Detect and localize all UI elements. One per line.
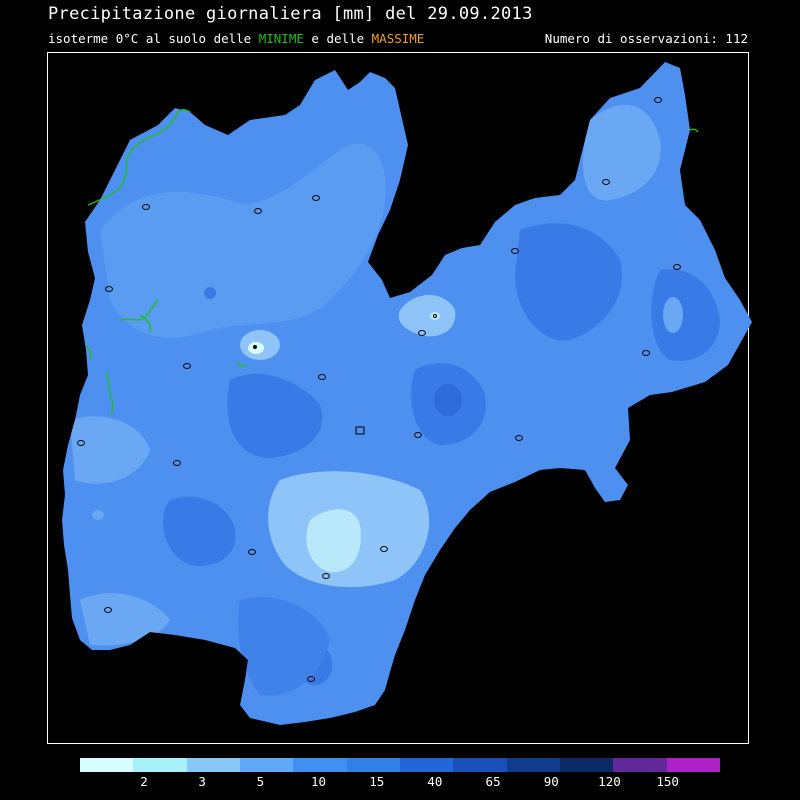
legend-label: 65 xyxy=(485,774,501,789)
legend-swatch xyxy=(559,758,614,772)
station-marker xyxy=(104,607,112,613)
legend-swatch xyxy=(666,758,720,772)
subtitle-mid: e delle xyxy=(311,31,365,46)
color-legend-labels: 2 3 5 10 15 40 65 90 120 150 xyxy=(80,774,720,790)
station-marker xyxy=(642,350,650,356)
station-marker xyxy=(418,330,426,336)
subtitle-prefix: isoterme 0°C al suolo delle xyxy=(48,31,252,46)
map-frame xyxy=(47,52,749,744)
color-legend xyxy=(80,758,720,772)
observation-count-label: Numero di osservazioni: xyxy=(544,31,718,46)
map-title: Precipitazione giornaliera [mm] del 29.0… xyxy=(48,4,533,24)
map-subtitle: isoterme 0°C al suolo delle MINIME e del… xyxy=(48,31,424,46)
legend-label: 150 xyxy=(656,774,679,789)
station-marker xyxy=(142,204,150,210)
station-marker xyxy=(312,195,320,201)
legend-swatch xyxy=(453,758,507,772)
station-marker xyxy=(602,179,610,185)
observation-count: Numero di osservazioni: 112 xyxy=(545,31,748,46)
legend-swatch xyxy=(133,758,187,772)
station-marker xyxy=(77,440,85,446)
station-marker xyxy=(253,345,257,349)
station-marker xyxy=(322,573,330,579)
isotherm-min-lines xyxy=(85,109,699,415)
legend-swatch xyxy=(399,758,454,772)
legend-label: 120 xyxy=(598,774,621,789)
legend-label: 15 xyxy=(369,774,385,789)
legend-label: 90 xyxy=(543,774,559,789)
legend-swatch xyxy=(346,758,400,772)
station-marker xyxy=(307,676,315,682)
legend-swatch xyxy=(613,758,667,772)
legend-swatch xyxy=(186,758,240,772)
city-marker-square xyxy=(355,426,365,435)
station-marker xyxy=(414,432,422,438)
station-markers xyxy=(77,97,681,682)
station-marker xyxy=(105,286,113,292)
legend-swatch xyxy=(239,758,294,772)
legend-label: 40 xyxy=(427,774,443,789)
station-marker xyxy=(173,460,181,466)
station-marker xyxy=(380,546,388,552)
station-marker xyxy=(254,208,262,214)
legend-swatch xyxy=(80,758,134,772)
legend-label: 3 xyxy=(198,774,206,789)
station-marker xyxy=(183,363,191,369)
isotherm-min-label: MINIME xyxy=(258,31,304,46)
station-marker xyxy=(654,97,662,103)
station-marker xyxy=(673,264,681,270)
isotherm-max-label: MASSIME xyxy=(371,31,425,46)
station-marker xyxy=(511,248,519,254)
station-marker xyxy=(318,374,326,380)
observation-count-value: 112 xyxy=(725,31,748,46)
station-marker xyxy=(515,435,523,441)
legend-swatch xyxy=(506,758,560,772)
legend-label: 2 xyxy=(140,774,148,789)
legend-label: 5 xyxy=(256,774,265,789)
legend-swatch xyxy=(293,758,347,772)
station-marker xyxy=(248,549,256,555)
legend-label: 10 xyxy=(311,774,327,789)
station-marker xyxy=(433,314,437,318)
